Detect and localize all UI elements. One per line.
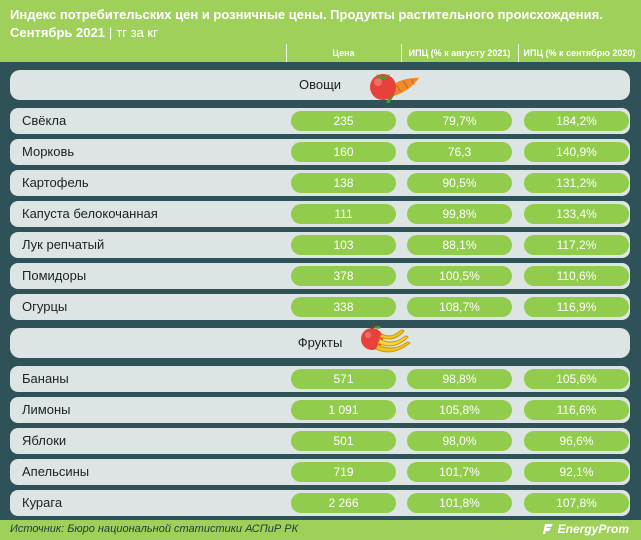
table-row: Курага 2 266 101,8% 107,8% bbox=[10, 490, 630, 516]
price-value: 378 bbox=[291, 266, 396, 286]
price-value: 2 266 bbox=[291, 493, 396, 513]
footer-bar: Источник: Бюро национальной статистики А… bbox=[0, 520, 641, 540]
table-row: Морковь 160 76,3 140,9% bbox=[10, 139, 630, 165]
cpi-sep-value: 133,4% bbox=[524, 204, 629, 224]
cpi-aug-value: 100,5% bbox=[407, 266, 512, 286]
cpi-aug-value: 88,1% bbox=[407, 235, 512, 255]
header-bar: Индекс потребительских цен и розничные ц… bbox=[0, 0, 641, 62]
product-name: Картофель bbox=[22, 175, 89, 190]
column-header-cpi-sep: ИПЦ (% к сентябрю 2020) bbox=[523, 48, 636, 58]
cpi-sep-value: 107,8% bbox=[524, 493, 629, 513]
chart-title: Индекс потребительских цен и розничные ц… bbox=[10, 7, 603, 22]
table-row: Капуста белокочанная 111 99,8% 133,4% bbox=[10, 201, 630, 227]
table-row: Лук репчатый 103 88,1% 117,2% bbox=[10, 232, 630, 258]
cpi-sep-value: 140,9% bbox=[524, 142, 629, 162]
product-name: Помидоры bbox=[22, 268, 87, 283]
cpi-sep-value: 117,2% bbox=[524, 235, 629, 255]
cpi-sep-value: 116,9% bbox=[524, 297, 629, 317]
chart-subtitle: Сентябрь 2021 | тг за кг bbox=[10, 25, 158, 41]
table-row: Свёкла 235 79,7% 184,2% bbox=[10, 108, 630, 134]
product-name: Морковь bbox=[22, 144, 75, 159]
cpi-aug-value: 101,8% bbox=[407, 493, 512, 513]
product-name: Лук репчатый bbox=[22, 237, 105, 252]
table-row: Помидоры 378 100,5% 110,6% bbox=[10, 263, 630, 289]
product-name: Курага bbox=[22, 495, 63, 510]
product-name: Свёкла bbox=[22, 113, 67, 128]
column-header-cpi-aug: ИПЦ (% к августу 2021) bbox=[408, 48, 511, 58]
price-value: 338 bbox=[291, 297, 396, 317]
section-title: Овощи bbox=[298, 77, 342, 92]
cpi-sep-value: 131,2% bbox=[524, 173, 629, 193]
price-value: 103 bbox=[291, 235, 396, 255]
section-label: Овощи bbox=[10, 70, 630, 100]
product-name: Лимоны bbox=[22, 402, 71, 417]
cpi-sep-value: 92,1% bbox=[524, 462, 629, 482]
price-value: 160 bbox=[291, 142, 396, 162]
brand-logo: EnergyProm bbox=[542, 522, 629, 536]
product-name: Бананы bbox=[22, 371, 69, 386]
price-value: 571 bbox=[291, 369, 396, 389]
vegetables-icon bbox=[370, 74, 420, 103]
cpi-aug-value: 108,7% bbox=[407, 297, 512, 317]
brand-name: EnergyProm bbox=[557, 522, 629, 536]
cpi-aug-value: 99,8% bbox=[407, 204, 512, 224]
product-name: Огурцы bbox=[22, 299, 68, 314]
fruits-icon bbox=[361, 323, 411, 353]
table-row: Апельсины 719 101,7% 92,1% bbox=[10, 459, 630, 485]
cpi-aug-value: 101,7% bbox=[407, 462, 512, 482]
column-divider bbox=[401, 44, 402, 62]
section-vegetables: Овощи bbox=[10, 70, 630, 103]
price-value: 1 091 bbox=[291, 400, 396, 420]
table-row: Огурцы 338 108,7% 116,9% bbox=[10, 294, 630, 320]
cpi-sep-value: 96,6% bbox=[524, 431, 629, 451]
column-divider bbox=[518, 44, 519, 62]
price-value: 501 bbox=[291, 431, 396, 451]
price-value: 111 bbox=[291, 204, 396, 224]
cpi-aug-value: 105,8% bbox=[407, 400, 512, 420]
product-name: Яблоки bbox=[22, 433, 67, 448]
table-row: Бананы 571 98,8% 105,6% bbox=[10, 366, 630, 392]
cpi-aug-value: 98,8% bbox=[407, 369, 512, 389]
cpi-aug-value: 90,5% bbox=[407, 173, 512, 193]
price-value: 719 bbox=[291, 462, 396, 482]
source-note: Источник: Бюро национальной статистики А… bbox=[10, 523, 299, 535]
table-row: Картофель 138 90,5% 131,2% bbox=[10, 170, 630, 196]
price-value: 138 bbox=[291, 173, 396, 193]
section-fruits: Фрукты bbox=[10, 323, 630, 358]
product-name: Капуста белокочанная bbox=[22, 206, 158, 221]
section-label: Фрукты bbox=[10, 328, 630, 358]
cpi-sep-value: 184,2% bbox=[524, 111, 629, 131]
period-label: Сентябрь 2021 bbox=[10, 25, 105, 40]
unit-label: тг за кг bbox=[116, 25, 158, 40]
column-header-price: Цена bbox=[332, 48, 355, 58]
cpi-sep-value: 116,6% bbox=[524, 400, 629, 420]
table-row: Лимоны 1 091 105,8% 116,6% bbox=[10, 397, 630, 423]
separator: | bbox=[108, 25, 113, 40]
cpi-sep-value: 110,6% bbox=[524, 266, 629, 286]
cpi-aug-value: 79,7% bbox=[407, 111, 512, 131]
cpi-aug-value: 76,3 bbox=[407, 142, 512, 162]
table-row: Яблоки 501 98,0% 96,6% bbox=[10, 428, 630, 454]
column-divider bbox=[286, 44, 287, 62]
price-value: 235 bbox=[291, 111, 396, 131]
cpi-aug-value: 98,0% bbox=[407, 431, 512, 451]
product-name: Апельсины bbox=[22, 464, 90, 479]
cpi-sep-value: 105,6% bbox=[524, 369, 629, 389]
section-title: Фрукты bbox=[297, 335, 343, 350]
brand-icon bbox=[542, 524, 553, 534]
